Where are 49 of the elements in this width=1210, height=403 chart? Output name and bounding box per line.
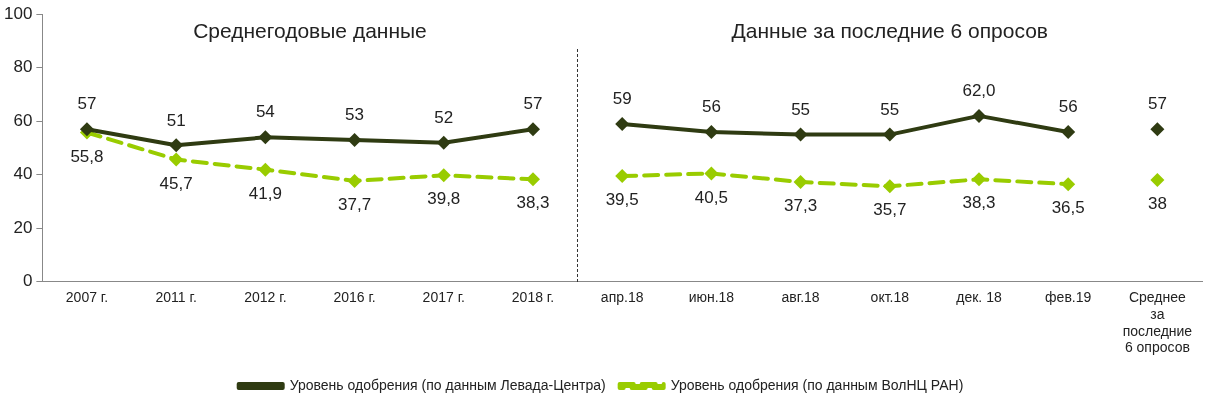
x-tick-label: 2016 г. (333, 289, 376, 306)
legend-label: Уровень одобрения (по данным ВолНЦ РАН) (670, 376, 964, 393)
data-label: 59 (612, 89, 632, 109)
y-tick-label: 100 (3, 3, 33, 23)
data-label: 62,0 (962, 81, 996, 101)
data-label: 54 (255, 102, 275, 122)
x-tick-label: 2012 г. (244, 289, 287, 306)
data-label: 56 (701, 97, 721, 117)
y-tick-label: 60 (13, 110, 33, 130)
x-tick-label: авг.18 (781, 289, 820, 306)
data-label: 57 (77, 94, 97, 114)
data-label: 52 (434, 107, 454, 127)
data-label: 35,7 (873, 200, 907, 220)
data-label: 37,7 (338, 195, 372, 215)
legend-label: Уровень одобрения (по данным Левада-Центра) (289, 376, 606, 393)
data-label: 57 (1147, 94, 1167, 114)
x-tick-label: дек. 18 (956, 289, 1002, 306)
x-tick-label: июн.18 (688, 289, 735, 306)
annotation: Данные за последние 6 опросов (731, 19, 1049, 42)
x-tick-label: 2011 г. (155, 289, 197, 306)
data-label: 53 (345, 105, 365, 125)
x-tick-label: окт.18 (870, 289, 910, 306)
y-tick-label: 0 (22, 271, 33, 291)
data-label: 37,3 (784, 196, 818, 216)
y-tick-label: 80 (13, 57, 33, 77)
data-label: 40,5 (694, 187, 728, 207)
data-label: 55 (791, 99, 811, 119)
x-tick-label: Среднее за последние 6 опросов (1122, 289, 1193, 356)
data-label: 45,7 (159, 173, 193, 193)
annotation: Среднегодовые данные (193, 19, 427, 42)
data-label: 36,5 (1051, 198, 1085, 218)
data-label: 41,9 (248, 183, 282, 203)
x-tick-label: 2018 г. (511, 289, 555, 306)
x-tick-label: апр.18 (600, 289, 644, 306)
data-label: 39,5 (605, 190, 639, 210)
data-label: 56 (1058, 97, 1078, 117)
data-label: 39,8 (427, 189, 461, 209)
y-tick-label: 20 (13, 217, 33, 237)
data-label: 38,3 (516, 193, 550, 213)
data-label: 55 (880, 99, 900, 119)
data-label: 55,8 (70, 146, 104, 166)
data-label: 38,3 (962, 193, 996, 213)
x-tick-label: фев.19 (1045, 289, 1092, 306)
x-tick-label: 2007 г. (65, 289, 109, 306)
data-label: 51 (166, 110, 186, 130)
x-tick-label: 2017 г. (422, 289, 465, 306)
data-label: 38 (1147, 194, 1167, 214)
y-tick-label: 40 (13, 164, 33, 184)
data-label: 57 (523, 94, 543, 114)
